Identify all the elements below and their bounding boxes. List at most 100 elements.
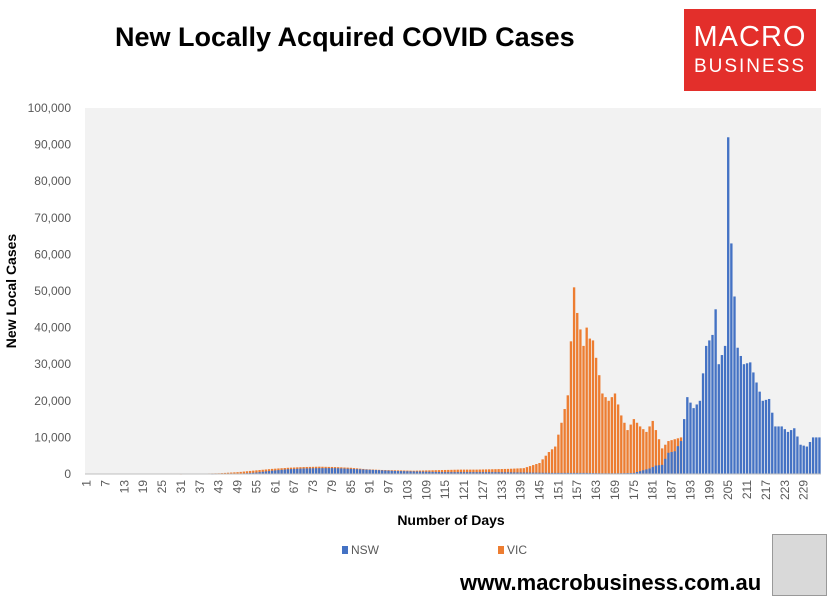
bar-nsw: [679, 441, 683, 474]
bar-nsw: [727, 137, 730, 474]
bar-nsw: [365, 469, 368, 474]
bar-nsw: [387, 470, 390, 474]
x-tick-label: 13: [117, 480, 131, 494]
x-tick-label: 79: [325, 480, 339, 494]
bar-nsw: [758, 391, 761, 474]
bar-nsw: [270, 470, 274, 474]
bar-vic: [572, 287, 576, 474]
bar-vic: [450, 469, 453, 474]
bar-vic: [563, 409, 566, 474]
x-tick-label: 61: [268, 480, 282, 494]
bar-vic: [440, 470, 444, 474]
bar-nsw: [560, 472, 563, 474]
bar-vic: [569, 341, 573, 474]
bar-nsw: [362, 469, 365, 474]
bar-nsw: [547, 472, 551, 474]
bar-nsw: [777, 426, 780, 474]
bar-nsw: [421, 471, 425, 474]
bar-nsw: [396, 471, 400, 474]
bar-nsw: [532, 472, 535, 474]
bar-nsw: [258, 472, 261, 474]
bar-nsw: [497, 472, 500, 474]
bar-vic: [623, 422, 626, 474]
bar-nsw: [767, 398, 771, 474]
bar-vic: [557, 434, 560, 474]
bar-nsw: [296, 468, 299, 474]
bar-nsw: [321, 468, 324, 474]
bar-nsw: [519, 472, 522, 474]
x-tick-label: 19: [136, 480, 150, 494]
bar-nsw: [683, 419, 686, 474]
plot-area: [85, 108, 821, 474]
bar-nsw: [384, 470, 387, 474]
bar-nsw: [579, 472, 582, 474]
footer-url: www.macrobusiness.com.au: [460, 570, 762, 595]
x-tick-label: 103: [400, 480, 414, 500]
bar-nsw: [472, 472, 475, 474]
bar-vic: [494, 469, 497, 474]
bar-nsw: [500, 472, 503, 474]
bar-nsw: [443, 472, 447, 474]
bar-vic: [443, 469, 447, 474]
bar-vic: [258, 470, 261, 474]
bar-nsw: [651, 467, 654, 474]
bar-nsw: [695, 404, 698, 474]
bar-nsw: [535, 472, 538, 474]
bar-vic: [626, 430, 629, 474]
logo-line-2: BUSINESS: [693, 56, 807, 77]
bar-nsw: [629, 472, 632, 474]
bar-nsw: [456, 472, 459, 474]
bar-vic: [481, 469, 485, 474]
bar-nsw: [267, 471, 271, 474]
legend-label-nsw: NSW: [351, 543, 380, 557]
bar-nsw: [730, 243, 733, 474]
bar-nsw: [664, 458, 667, 474]
bar-nsw: [315, 468, 318, 474]
bar-nsw: [550, 472, 554, 474]
bar-nsw: [541, 472, 544, 474]
bar-vic: [255, 470, 258, 474]
legend-swatch-nsw: [342, 546, 348, 554]
bar-nsw: [308, 468, 312, 474]
bar-nsw: [377, 470, 381, 474]
bar-nsw: [481, 472, 485, 474]
bar-nsw: [403, 471, 406, 474]
bar-nsw: [642, 470, 645, 474]
bar-nsw: [811, 437, 815, 474]
bar-vic: [491, 469, 494, 474]
bar-nsw: [638, 471, 642, 474]
bar-nsw: [494, 472, 497, 474]
x-tick-label: 205: [721, 480, 735, 500]
bar-vic: [547, 452, 551, 474]
bar-nsw: [381, 470, 384, 474]
bar-vic: [579, 329, 582, 474]
bar-nsw: [255, 472, 258, 474]
bar-vic: [560, 422, 563, 474]
bar-nsw: [755, 382, 758, 474]
bar-vic: [538, 463, 541, 474]
bar-nsw: [459, 472, 463, 474]
bar-vic: [245, 471, 249, 474]
bar-vic: [616, 404, 620, 474]
bar-nsw: [346, 468, 349, 474]
bar-vic: [510, 468, 513, 474]
bar-vic: [601, 393, 604, 474]
x-tick-label: 55: [249, 480, 263, 494]
x-tick-label: 199: [702, 480, 716, 500]
bar-nsw: [733, 296, 736, 474]
bar-nsw: [522, 472, 525, 474]
bar-nsw: [572, 472, 576, 474]
bar-nsw: [667, 452, 670, 474]
bar-nsw: [327, 468, 330, 474]
bar-nsw: [692, 408, 695, 474]
bar-nsw: [799, 444, 802, 474]
x-axis-label: Number of Days: [397, 512, 505, 528]
bar-vic: [484, 469, 488, 474]
bar-vic: [462, 469, 466, 474]
y-tick-label: 100,000: [28, 101, 72, 115]
bar-nsw: [305, 468, 308, 474]
x-tick-label: 145: [532, 480, 546, 500]
y-tick-label: 40,000: [34, 321, 71, 335]
bar-nsw: [374, 470, 378, 474]
bar-vic: [478, 469, 481, 474]
